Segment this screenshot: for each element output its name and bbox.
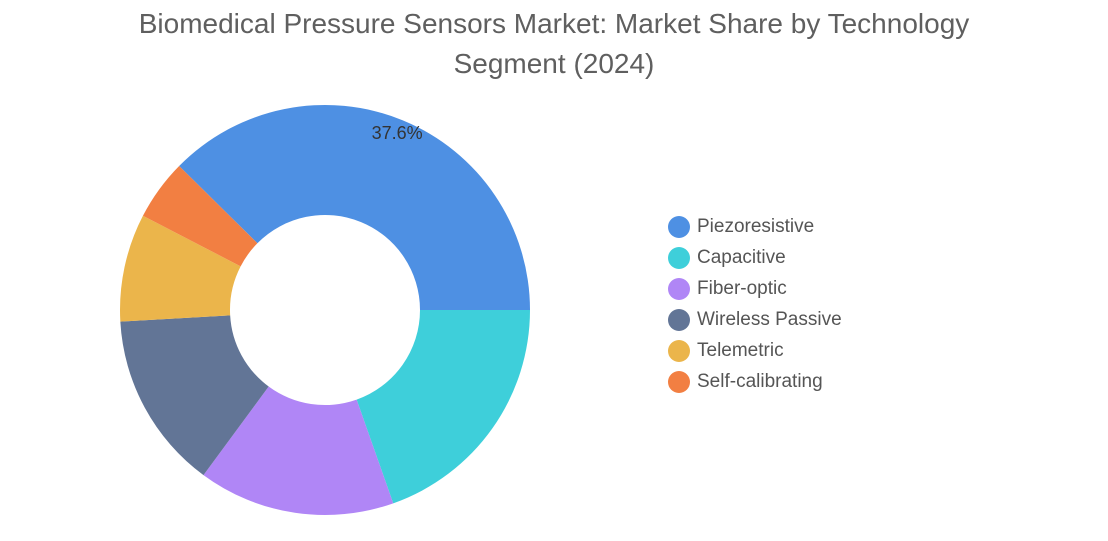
slice-label-piezoresistive: 37.6%	[372, 123, 423, 143]
slice-piezoresistive	[179, 105, 530, 311]
legend-item-capacitive[interactable]: Capacitive	[668, 242, 842, 273]
slice-telemetric	[120, 215, 241, 322]
slice-wireless-passive	[120, 315, 269, 476]
legend-item-telemetric[interactable]: Telemetric	[668, 335, 842, 366]
slice-self-calibrating	[142, 165, 258, 267]
legend-swatch-self-calibrating	[668, 370, 690, 393]
legend-label-wireless-passive: Wireless Passive	[697, 308, 842, 330]
legend-label-capacitive: Capacitive	[697, 246, 786, 268]
chart-title-line-1: Biomedical Pressure Sensors Market: Mark…	[138, 8, 970, 39]
legend-swatch-piezoresistive	[668, 215, 690, 238]
legend-item-self-calibrating[interactable]: Self-calibrating	[668, 366, 842, 397]
chart-title: Biomedical Pressure Sensors Market: Mark…	[0, 4, 1108, 84]
slice-capacitive	[356, 310, 530, 504]
legend-item-fiber-optic[interactable]: Fiber-optic	[668, 273, 842, 304]
legend-label-telemetric: Telemetric	[697, 339, 784, 361]
slice-fiber-optic	[203, 386, 394, 515]
legend-item-wireless-passive[interactable]: Wireless Passive	[668, 304, 842, 335]
legend-label-piezoresistive: Piezoresistive	[697, 215, 815, 237]
legend-item-piezoresistive[interactable]: Piezoresistive	[668, 211, 842, 242]
legend-swatch-capacitive	[668, 246, 690, 269]
legend-swatch-telemetric	[668, 339, 690, 362]
legend-label-self-calibrating: Self-calibrating	[697, 370, 823, 392]
legend-label-fiber-optic: Fiber-optic	[697, 277, 787, 299]
legend-swatch-wireless-passive	[668, 308, 690, 331]
chart-legend: Piezoresistive Capacitive Fiber-optic Wirel…	[668, 211, 842, 397]
chart-title-line-2: Segment (2024)	[453, 48, 655, 79]
legend-swatch-fiber-optic	[668, 277, 690, 300]
